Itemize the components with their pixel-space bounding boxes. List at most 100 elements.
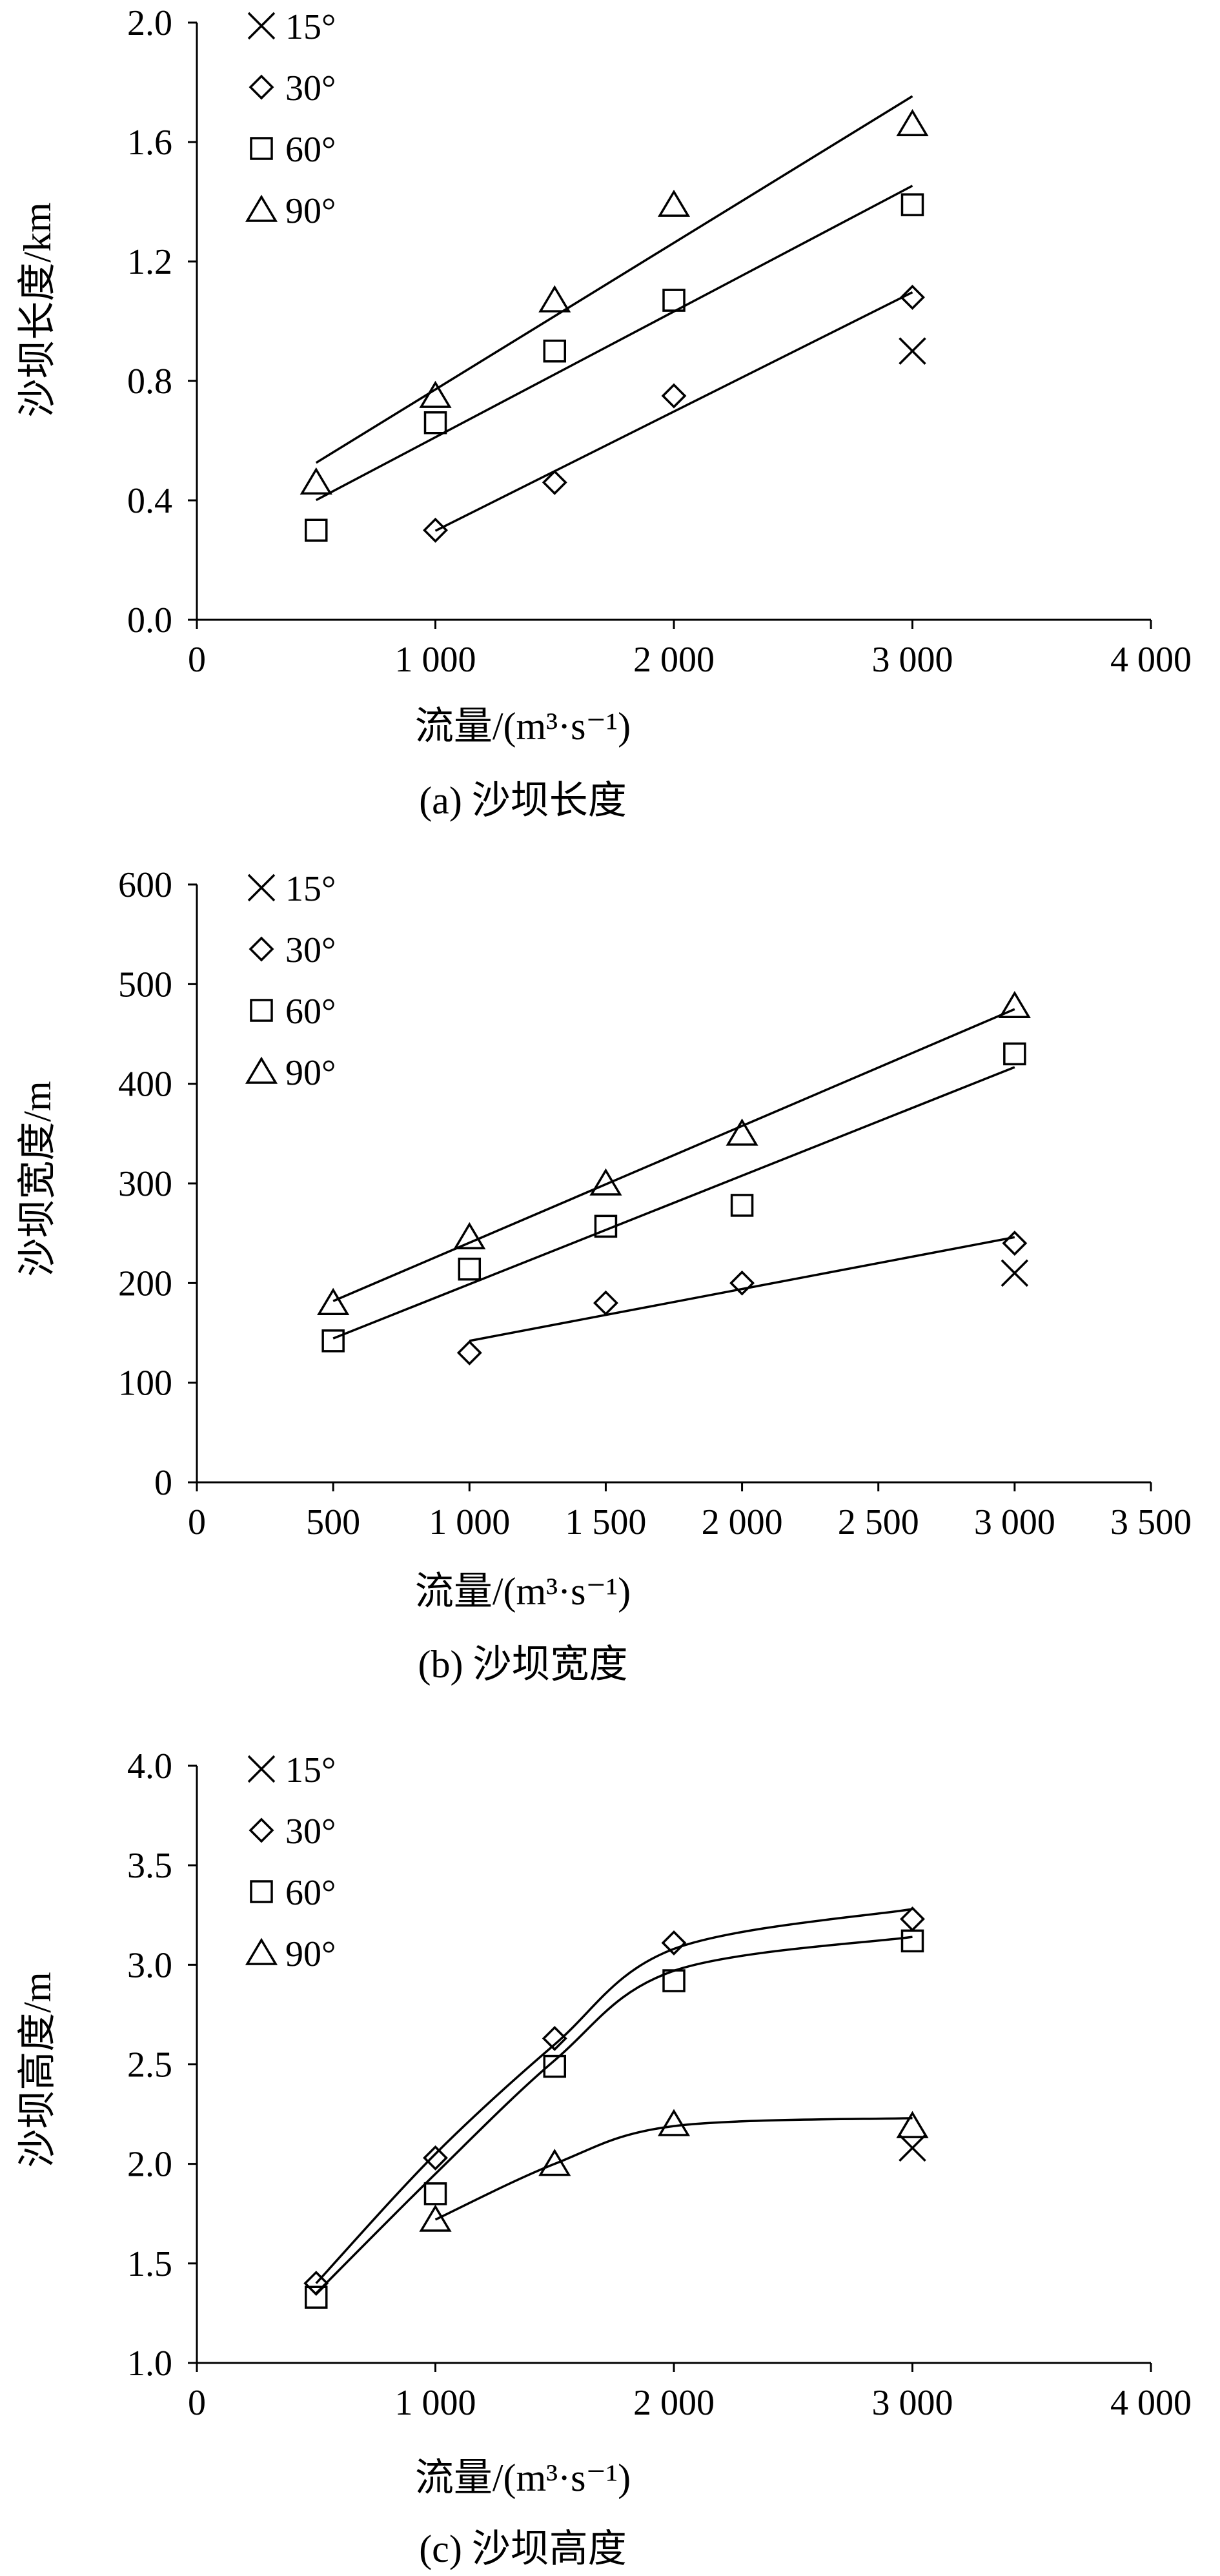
data-point-triangle <box>300 467 332 495</box>
data-point-diamond <box>456 1340 482 1365</box>
chart-panel-b: 流量/(m³·s⁻¹) 沙坝宽度/m (b) 沙坝宽度 0 100 200 300 40… <box>16 865 1192 1686</box>
trend-line <box>434 291 913 532</box>
data-point-triangle <box>726 1118 758 1146</box>
y-tick-label: 400 <box>118 1065 172 1105</box>
legend-label: 15° <box>285 7 336 47</box>
x-tick-label: 2 000 <box>702 1502 783 1542</box>
data-point-triangle <box>419 380 452 408</box>
x-tick-label: 4 000 <box>1110 2383 1192 2423</box>
chart-caption: (b) 沙坝宽度 <box>418 1643 628 1686</box>
y-tick-label: 3.0 <box>127 1945 172 1985</box>
data-point-triangle <box>896 108 929 136</box>
y-tick-label: 0.8 <box>127 362 172 402</box>
y-tick-label: 0 <box>154 1463 172 1503</box>
legend-marker-diamond <box>249 1817 274 1843</box>
data-point-triangle <box>589 1168 622 1196</box>
data-point-diamond <box>729 1270 755 1296</box>
y-axis-title: 沙坝长度/km <box>16 202 59 417</box>
legend-label: 60° <box>285 992 336 1032</box>
y-tick-label: 1.2 <box>127 242 172 282</box>
legend-label: 15° <box>285 1750 336 1790</box>
x-tick-label: 0 <box>188 1502 206 1542</box>
x-tick-label: 4 000 <box>1110 640 1192 680</box>
y-axis-title: 沙坝高度/m <box>16 1972 59 2167</box>
trend-curve <box>315 1908 913 2284</box>
chart-panel-c: 流量/(m³·s⁻¹) 沙坝高度/m (c) 沙坝高度 1.0 1.5 2.0 2.5… <box>16 1746 1192 2570</box>
legend-label: 60° <box>285 130 336 170</box>
legend-label: 30° <box>285 68 336 108</box>
data-point-square <box>1003 1042 1026 1066</box>
data-point-diamond <box>542 469 567 495</box>
x-tick-label: 3 500 <box>1110 1502 1192 1542</box>
data-point-cross <box>899 337 926 365</box>
trend-line <box>332 1066 1015 1340</box>
chart-caption: (c) 沙坝高度 <box>419 2528 627 2570</box>
legend-marker-cross <box>247 874 276 902</box>
y-tick-label: 4.0 <box>127 1746 172 1786</box>
legend-label: 60° <box>285 1873 336 1913</box>
y-tick-label: 200 <box>118 1263 172 1303</box>
x-tick-label: 3 000 <box>872 640 953 680</box>
x-tick-label: 1 500 <box>565 1502 646 1542</box>
y-tick-label: 100 <box>118 1364 172 1404</box>
y-tick-label: 0.0 <box>127 600 172 640</box>
x-axis-title: 流量/(m³·s⁻¹) <box>415 1570 631 1613</box>
chart-caption: (a) 沙坝长度 <box>419 779 627 822</box>
data-point-square <box>594 1214 618 1238</box>
data-point-square <box>900 193 924 216</box>
y-tick-label: 500 <box>118 965 172 1005</box>
x-tick-label: 1 000 <box>395 2383 476 2423</box>
x-tick-label: 1 000 <box>429 1502 510 1542</box>
legend-label: 90° <box>285 1934 336 1974</box>
legend-marker-cross <box>247 1755 276 1783</box>
data-point-square <box>305 518 328 542</box>
legend-marker-square <box>250 1880 273 1903</box>
x-tick-label: 2 000 <box>633 640 715 680</box>
data-point-square <box>662 1969 686 1992</box>
data-point-triangle <box>998 990 1031 1019</box>
legend-marker-square <box>250 137 273 160</box>
y-tick-label: 2.0 <box>127 2145 172 2185</box>
x-axis-title: 流量/(m³·s⁻¹) <box>415 705 631 748</box>
y-tick-label: 2.0 <box>127 3 172 43</box>
x-tick-label: 500 <box>306 1502 360 1542</box>
data-point-square <box>458 1257 482 1281</box>
legend-marker-triangle <box>245 194 278 222</box>
y-tick-label: 300 <box>118 1164 172 1204</box>
data-point-diamond <box>661 1930 687 1956</box>
data-point-diamond <box>593 1290 618 1316</box>
y-tick-label: 3.5 <box>127 1846 172 1886</box>
data-point-square <box>321 1329 345 1353</box>
x-tick-label: 3 000 <box>974 1502 1055 1542</box>
trend-curve <box>434 2117 913 2221</box>
data-point-diamond <box>1002 1231 1028 1256</box>
data-point-diamond <box>423 2145 448 2171</box>
y-tick-label: 1.5 <box>127 2244 172 2284</box>
data-point-triangle <box>538 285 571 312</box>
data-point-square <box>423 2182 447 2205</box>
legend-marker-diamond <box>249 936 274 962</box>
data-point-triangle <box>419 2204 452 2232</box>
data-point-triangle <box>317 1287 350 1315</box>
data-point-triangle <box>657 2109 691 2136</box>
y-tick-label: 1.6 <box>127 123 172 163</box>
data-point-square <box>662 289 686 312</box>
legend-label: 90° <box>285 1053 336 1093</box>
y-tick-label: 600 <box>118 865 172 905</box>
x-tick-label: 2 000 <box>633 2383 715 2423</box>
data-point-diamond <box>661 383 687 409</box>
y-tick-label: 1.0 <box>127 2344 172 2384</box>
trend-curve <box>315 1936 913 2295</box>
data-point-square <box>900 1929 924 1953</box>
x-tick-label: 0 <box>188 640 206 680</box>
x-tick-label: 2 500 <box>838 1502 919 1542</box>
legend-label: 90° <box>285 191 336 231</box>
data-point-diamond <box>303 2271 329 2296</box>
data-point-triangle <box>896 2111 929 2138</box>
trend-line <box>315 95 913 464</box>
data-point-diamond <box>900 285 925 310</box>
data-point-cross <box>1001 1259 1029 1287</box>
chart-panel-a: 流量/(m³·s⁻¹) 沙坝长度/km (a) 沙坝长度 0.0 0.4 0.8 1.… <box>16 3 1192 822</box>
legend-marker-triangle <box>245 1937 278 1965</box>
